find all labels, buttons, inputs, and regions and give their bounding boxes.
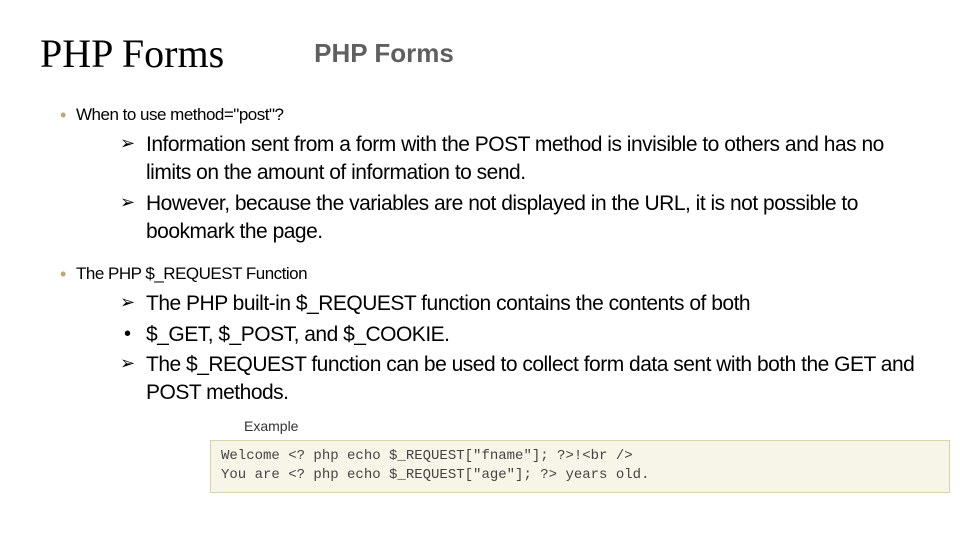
section2-item-2: The $_REQUEST function can be used to co…	[40, 351, 920, 408]
code-box: Welcome <? php echo $_REQUEST["fname"]; …	[210, 440, 950, 493]
section2-item-1: $_GET, $_POST, and $_COOKIE.	[40, 321, 920, 349]
section1-item-1: However, because the variables are not d…	[40, 190, 920, 247]
section1-item-0: Information sent from a form with the PO…	[40, 131, 920, 188]
section-post-method: When to use method="post"? Information s…	[40, 105, 920, 246]
title-row: PHP Forms PHP Forms	[40, 30, 920, 77]
page-title-right: PHP Forms	[314, 38, 454, 69]
section-request-function: The PHP $_REQUEST Function The PHP built…	[40, 264, 920, 407]
page-title-left: PHP Forms	[40, 30, 224, 77]
section1-heading: When to use method="post"?	[40, 105, 920, 125]
example-label: Example	[244, 418, 950, 434]
section2-item-0: The PHP built-in $_REQUEST function cont…	[40, 290, 920, 318]
section2-heading: The PHP $_REQUEST Function	[40, 264, 920, 284]
example-area: Example Welcome <? php echo $_REQUEST["f…	[210, 418, 950, 493]
